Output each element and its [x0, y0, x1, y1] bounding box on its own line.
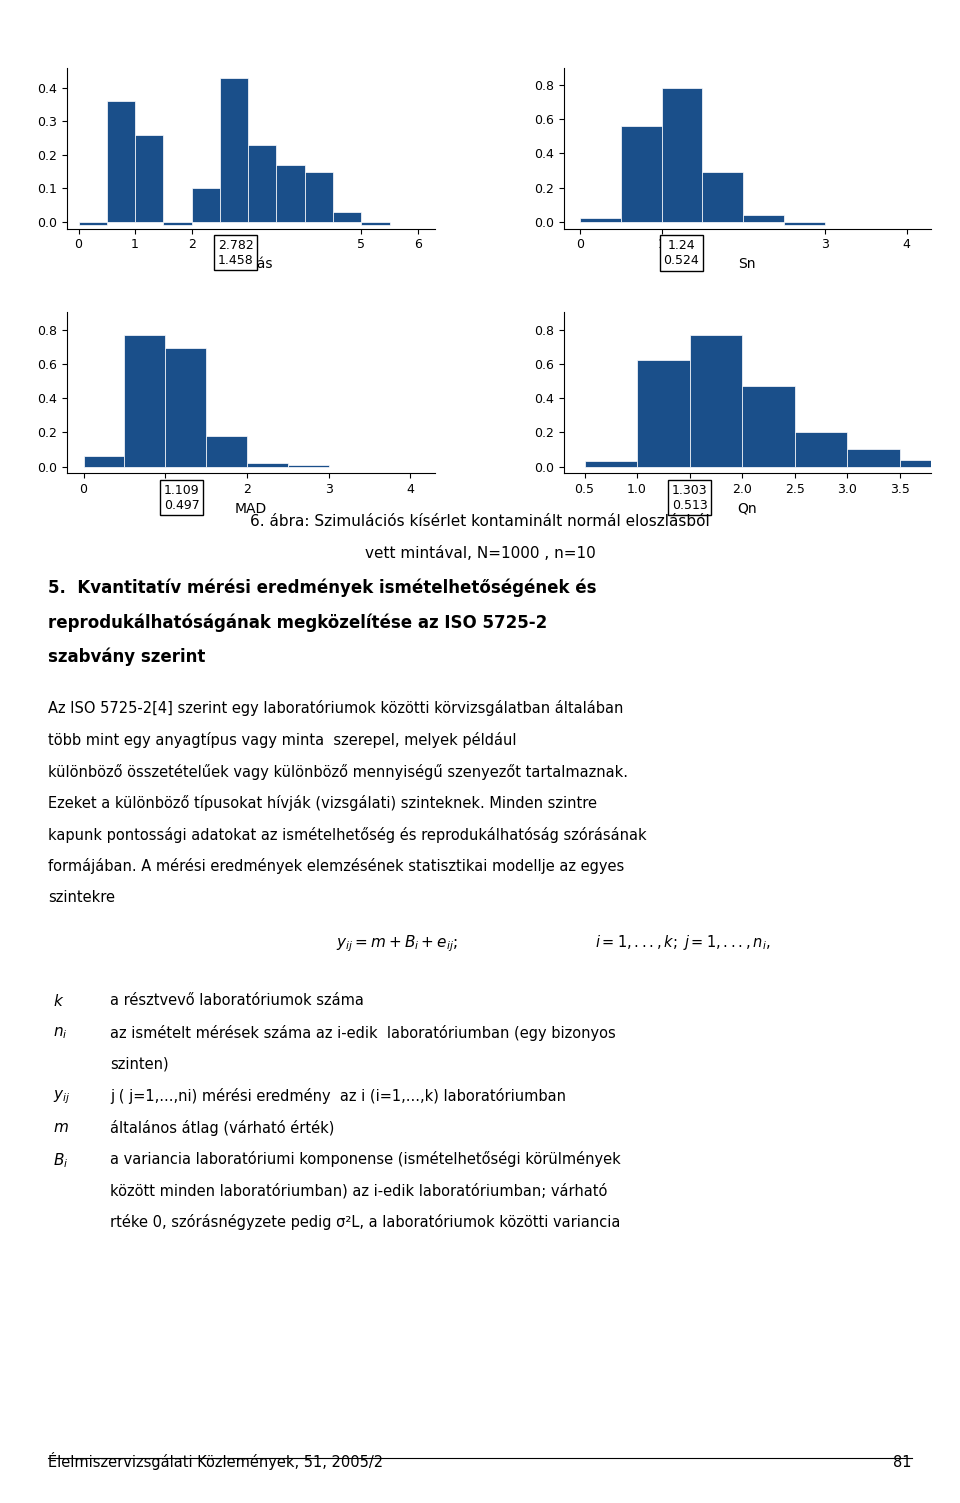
Bar: [742, 386, 795, 466]
Text: több mint egy anyagtípus vagy minta  szerepel, melyek például: több mint egy anyagtípus vagy minta szer…: [48, 732, 516, 748]
X-axis label: Qn: Qn: [737, 502, 757, 516]
Bar: [621, 126, 661, 222]
Bar: [220, 78, 249, 222]
Bar: [247, 463, 288, 466]
Bar: [107, 101, 135, 222]
Bar: [79, 222, 107, 225]
Bar: [637, 361, 689, 466]
Text: $k$: $k$: [53, 993, 64, 1010]
Bar: [333, 212, 361, 222]
X-axis label: MAD: MAD: [235, 502, 267, 516]
Text: a variancia laboratóriumi komponense (ismételhetőségi körülmények: a variancia laboratóriumi komponense (is…: [110, 1151, 621, 1168]
Bar: [276, 165, 304, 222]
Bar: [703, 173, 743, 222]
Text: $m$: $m$: [53, 1120, 68, 1135]
Bar: [84, 457, 125, 466]
Bar: [661, 89, 703, 222]
Bar: [304, 171, 333, 222]
Text: $i = 1,...,k;\; j = 1,...,n_i,$: $i = 1,...,k;\; j = 1,...,n_i,$: [595, 933, 771, 953]
Bar: [288, 464, 328, 466]
Text: 1.303
0.513: 1.303 0.513: [672, 484, 708, 511]
Text: Ezeket a különböző típusokat hívják (vizsgálati) szinteknek. Minden szintre: Ezeket a különböző típusokat hívják (viz…: [48, 795, 597, 812]
Text: 5.  Kvantitatív mérési eredmények ismételhetőségének és: 5. Kvantitatív mérési eredmények ismétel…: [48, 579, 596, 597]
Bar: [135, 135, 163, 222]
Text: a résztvevő laboratóriumok száma: a résztvevő laboratóriumok száma: [110, 993, 364, 1009]
Text: rtéke 0, szórásnégyzete pedig σ²L, a laboratóriumok közötti variancia: rtéke 0, szórásnégyzete pedig σ²L, a lab…: [110, 1214, 621, 1231]
Text: kapunk pontossági adatokat az ismételhetőség és reprodukálhatóság szórásának: kapunk pontossági adatokat az ismételhet…: [48, 827, 647, 843]
Text: 81: 81: [894, 1455, 912, 1470]
Text: $B_i$: $B_i$: [53, 1151, 68, 1169]
Text: között minden laboratóriumban) az i-edik laboratóriumban; várható: között minden laboratóriumban) az i-edik…: [110, 1183, 608, 1198]
Bar: [249, 144, 276, 222]
Bar: [165, 349, 206, 466]
Text: szinten): szinten): [110, 1057, 169, 1072]
X-axis label: Sn: Sn: [738, 257, 756, 271]
Text: 1.109
0.497: 1.109 0.497: [164, 484, 200, 511]
Bar: [206, 436, 247, 466]
Text: $y_{ij}$: $y_{ij}$: [53, 1088, 70, 1106]
Text: Élelmiszervizsgálati Közlemények, 51, 2005/2: Élelmiszervizsgálati Közlemények, 51, 20…: [48, 1452, 383, 1470]
Bar: [585, 461, 637, 466]
Bar: [192, 188, 220, 222]
Bar: [743, 215, 784, 222]
Text: vett mintával, N=1000 , n=10: vett mintával, N=1000 , n=10: [365, 546, 595, 561]
Text: szabvány szerint: szabvány szerint: [48, 648, 205, 666]
Text: reprodukálhatóságának megközelítése az ISO 5725-2: reprodukálhatóságának megközelítése az I…: [48, 613, 547, 631]
Text: különböző összetételűek vagy különböző mennyiségű szenyezőt tartalmaznak.: különböző összetételűek vagy különböző m…: [48, 764, 628, 780]
Text: $n_i$: $n_i$: [53, 1025, 67, 1040]
X-axis label: szórás: szórás: [228, 257, 274, 271]
Text: 1.24
0.524: 1.24 0.524: [663, 239, 699, 268]
Bar: [580, 218, 621, 222]
Text: általános átlag (várható érték): általános átlag (várható érték): [110, 1120, 335, 1136]
Text: az ismételt mérések száma az i-edik  laboratóriumban (egy bizonyos: az ismételt mérések száma az i-edik labo…: [110, 1025, 616, 1042]
Text: szintekre: szintekre: [48, 890, 115, 905]
Text: 2.782
1.458: 2.782 1.458: [218, 239, 253, 266]
Bar: [952, 463, 960, 466]
Bar: [784, 222, 825, 225]
Bar: [125, 335, 165, 466]
Bar: [163, 222, 192, 225]
Text: j ( j=1,...,ni) mérési eredmény  az i (i=1,...,k) laboratóriumban: j ( j=1,...,ni) mérési eredmény az i (i=…: [110, 1088, 566, 1105]
Bar: [847, 449, 900, 466]
Bar: [361, 222, 390, 225]
Text: 6. ábra: Szimulációs kísérlet kontaminált normál eloszlásból: 6. ábra: Szimulációs kísérlet kontaminál…: [251, 514, 709, 529]
Text: $y_{ij} = m + B_i + e_{ij}$;: $y_{ij} = m + B_i + e_{ij}$;: [336, 933, 458, 954]
Bar: [795, 433, 847, 466]
Text: Az ISO 5725-2[4] szerint egy laboratóriumok közötti körvizsgálatban általában: Az ISO 5725-2[4] szerint egy laboratóriu…: [48, 700, 623, 717]
Text: formájában. A mérési eredmények elemzésének statisztikai modellje az egyes: formájában. A mérési eredmények elemzésé…: [48, 858, 624, 875]
Bar: [900, 460, 952, 466]
Bar: [689, 335, 742, 466]
